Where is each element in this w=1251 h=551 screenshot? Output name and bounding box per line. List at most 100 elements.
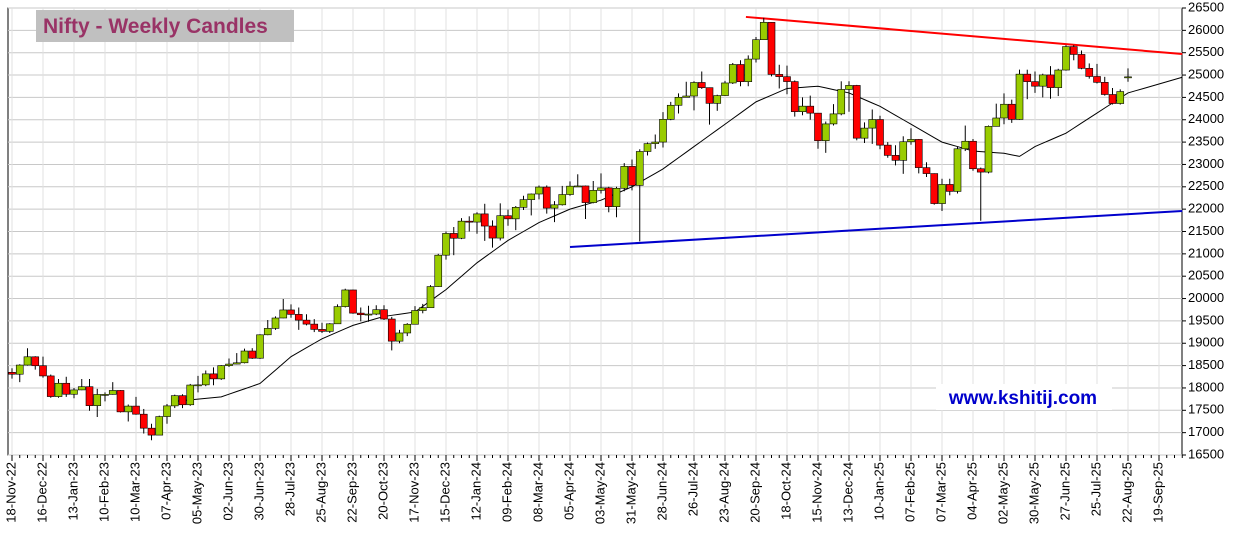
candle-body xyxy=(674,97,683,106)
candle-body xyxy=(23,356,32,366)
candle-body xyxy=(697,82,706,88)
candle-body xyxy=(527,193,536,200)
candle-body xyxy=(85,386,94,406)
candle-body xyxy=(705,87,714,104)
candle-body xyxy=(612,187,621,207)
candle-body xyxy=(690,82,698,97)
candle-body xyxy=(775,74,784,77)
candle-body xyxy=(922,167,931,174)
x-tick-label: 13-Jan-23 xyxy=(65,462,80,521)
candle-body xyxy=(480,213,489,227)
x-tick-label: 02-Jun-23 xyxy=(220,462,235,521)
candle-body xyxy=(1054,69,1063,88)
candle-body xyxy=(852,85,861,139)
candle-body xyxy=(15,364,24,375)
candle-body xyxy=(891,155,900,161)
candle-body xyxy=(194,384,202,387)
candle-body xyxy=(814,112,822,141)
candle-body xyxy=(1124,76,1132,79)
candle-body xyxy=(70,389,78,395)
candle-body xyxy=(566,185,574,195)
x-tick-label: 18-Nov-22 xyxy=(3,462,18,523)
x-tick-label: 17-Nov-23 xyxy=(406,462,421,523)
candle-body xyxy=(310,323,319,330)
candle-body xyxy=(550,204,559,209)
x-tick-label: 30-Jun-23 xyxy=(251,462,266,521)
candle-body xyxy=(1031,81,1039,87)
candle-body xyxy=(620,166,629,189)
candle-body xyxy=(535,186,543,195)
x-tick-label: 20-Oct-23 xyxy=(375,462,390,520)
candle-body xyxy=(287,309,295,315)
candle-body xyxy=(628,166,636,186)
candle-body xyxy=(465,220,474,223)
candle-body xyxy=(992,117,1001,127)
candle-body xyxy=(914,139,923,168)
candle-body xyxy=(54,382,63,397)
candle-body xyxy=(643,143,652,152)
x-tick-label: 02-May-25 xyxy=(995,462,1010,524)
candle-body xyxy=(790,81,799,112)
candle-body xyxy=(1038,74,1047,87)
candle-body xyxy=(744,58,753,82)
x-tick-label: 15-Nov-24 xyxy=(809,462,824,523)
candle-body xyxy=(364,313,373,316)
x-tick-label: 10-Feb-23 xyxy=(96,462,111,522)
candle-body xyxy=(418,307,427,311)
candle-body xyxy=(1100,82,1109,95)
candle-body xyxy=(511,207,520,220)
candle-body xyxy=(1069,46,1078,55)
y-tick-label: 26000 xyxy=(1188,22,1224,37)
x-tick-label: 03-May-24 xyxy=(592,462,607,524)
candle-body xyxy=(232,362,241,365)
candle-body xyxy=(899,141,908,161)
candle-body xyxy=(333,306,342,325)
candle-body xyxy=(325,323,334,332)
x-tick-label: 08-Mar-24 xyxy=(530,462,545,522)
candle-body xyxy=(341,289,350,307)
candle-body xyxy=(1000,103,1008,119)
y-tick-label: 19500 xyxy=(1188,312,1224,327)
candle-body xyxy=(132,405,140,415)
x-tick-label: 09-Feb-24 xyxy=(499,462,514,522)
candle-body xyxy=(721,82,729,96)
candle-body xyxy=(829,113,838,125)
candle-body xyxy=(860,127,869,139)
candle-body xyxy=(883,144,892,156)
candle-body xyxy=(403,323,412,334)
candle-body xyxy=(178,395,187,406)
candle-body xyxy=(1116,91,1125,104)
y-tick-label: 24500 xyxy=(1188,89,1224,104)
candle-body xyxy=(217,365,226,380)
y-tick-label: 23000 xyxy=(1188,156,1224,171)
x-tick-label: 10-Jan-25 xyxy=(871,462,886,521)
candle-body xyxy=(984,126,993,173)
y-tick-label: 18500 xyxy=(1188,357,1224,372)
candle-body xyxy=(659,119,667,143)
x-tick-label: 28-Jun-24 xyxy=(654,462,669,521)
title-box xyxy=(36,10,294,42)
x-tick-label: 13-Dec-24 xyxy=(840,462,855,523)
x-tick-label: 18-Oct-24 xyxy=(778,462,793,520)
candle-body xyxy=(62,382,71,395)
candle-body xyxy=(907,139,915,143)
candle-body xyxy=(248,350,257,359)
candle-body xyxy=(945,184,954,192)
candle-body xyxy=(1007,103,1016,120)
candle-body xyxy=(279,309,288,319)
y-tick-label: 19000 xyxy=(1188,335,1224,350)
trendline xyxy=(569,209,1183,249)
candle-body xyxy=(1077,54,1086,69)
x-tick-label: 19-Sep-25 xyxy=(1150,462,1165,523)
x-tick-label: 27-Jun-25 xyxy=(1057,462,1072,521)
candle-body xyxy=(8,372,16,375)
candle-body xyxy=(124,405,133,413)
y-tick-label: 20000 xyxy=(1188,290,1224,305)
candle-body xyxy=(449,233,458,239)
candle-body xyxy=(457,220,466,239)
candle-body xyxy=(961,140,970,150)
candle-body xyxy=(666,104,675,120)
candle-body xyxy=(953,148,962,192)
candle-body xyxy=(356,312,365,316)
annotation-box xyxy=(936,384,1112,410)
